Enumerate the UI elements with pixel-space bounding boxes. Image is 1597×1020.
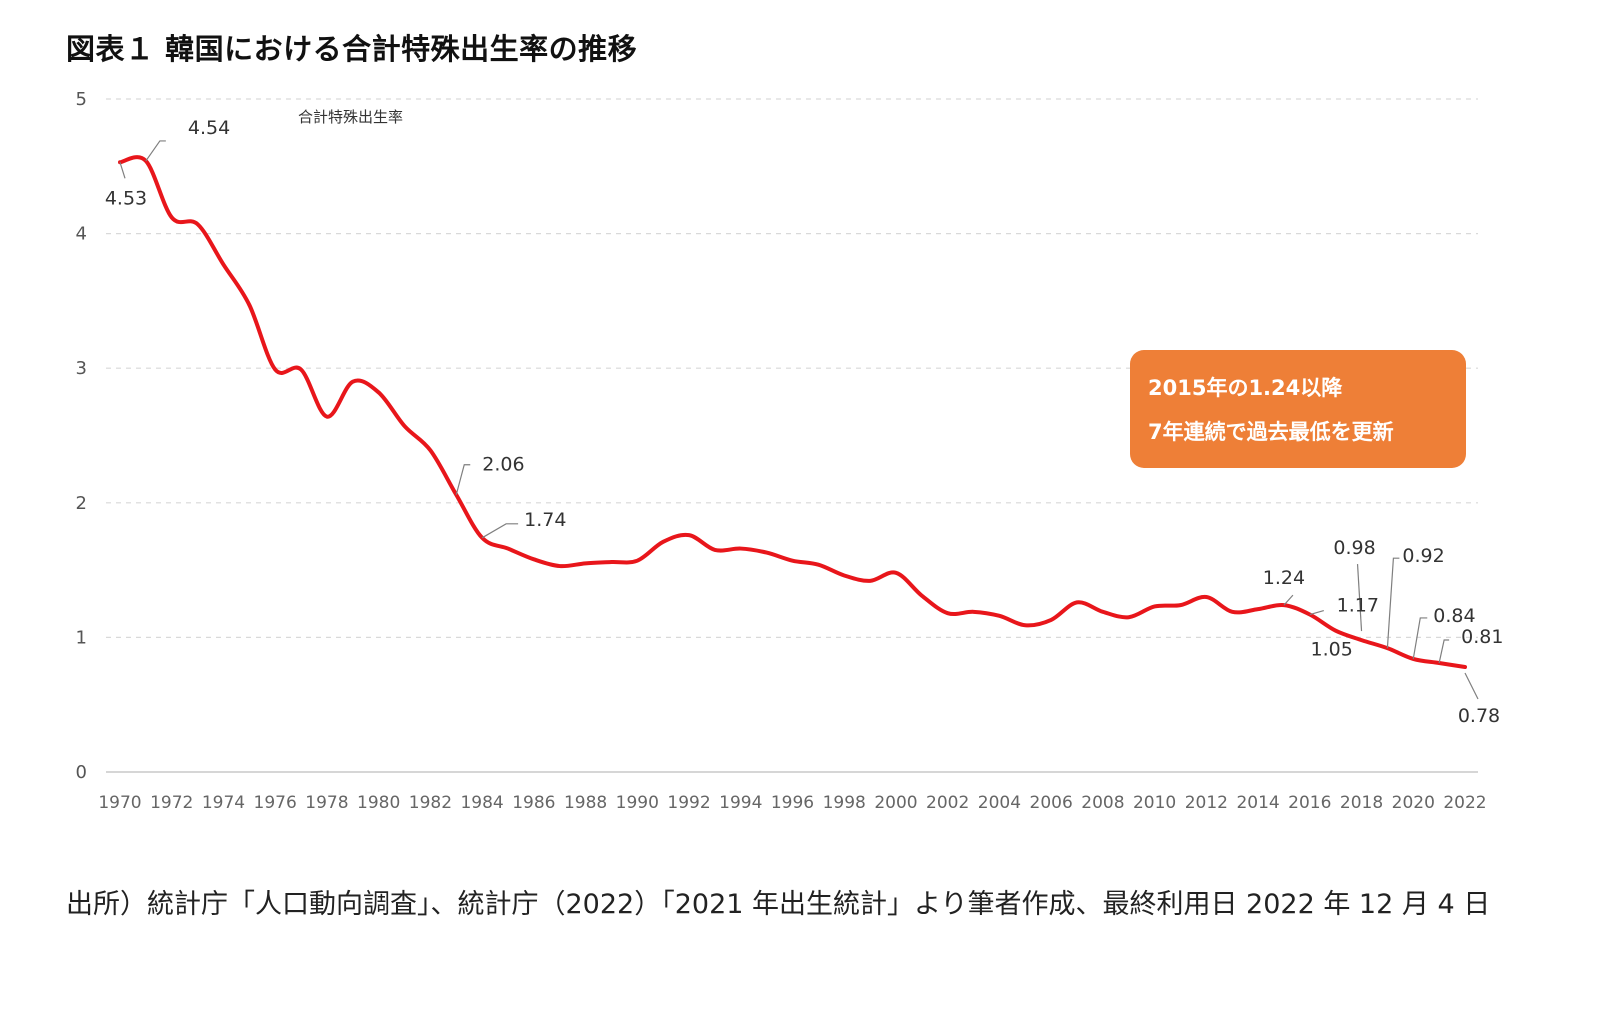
callout-line-1: 2015年の1.24以降: [1148, 376, 1343, 400]
x-tick-label: 2018: [1340, 793, 1383, 813]
x-tick-label: 1974: [202, 793, 245, 813]
x-tick-label: 2000: [874, 793, 917, 813]
x-tick-label: 1978: [305, 793, 348, 813]
x-tick-label: 2006: [1030, 793, 1073, 813]
y-tick-label: 3: [76, 358, 87, 379]
leader-line: [481, 523, 519, 539]
leader-line: [1438, 639, 1450, 664]
data-label-2018: 0.98: [1333, 537, 1375, 559]
y-tick-label: 5: [76, 89, 87, 110]
callout-box: 2015年の1.24以降 7年連続で過去最低を更新: [1130, 350, 1466, 468]
data-label-1984: 1.74: [524, 509, 566, 531]
x-tick-label: 2012: [1185, 793, 1228, 813]
data-labels: 4.53 4.54 2.06 1.74 1.24 1.17 1.05 0.98 0.92 0.84…: [105, 117, 1504, 727]
x-tick-label: 1994: [719, 793, 762, 813]
data-label-2020: 0.84: [1433, 605, 1475, 627]
x-tick-label: 1998: [823, 793, 866, 813]
x-tick-label: 2010: [1133, 793, 1176, 813]
y-tick-label: 4: [76, 224, 87, 245]
x-tick-label: 2020: [1392, 793, 1435, 813]
x-tick-label: 1984: [460, 793, 503, 813]
leader-line: [1309, 609, 1324, 616]
x-tick-label: 1988: [564, 793, 607, 813]
data-label-1970: 4.53: [105, 187, 147, 209]
data-label-1971: 4.54: [188, 117, 230, 139]
x-tick-label: 1970: [98, 793, 141, 813]
x-tick-label: 2016: [1288, 793, 1331, 813]
x-axis-ticks: 1970 1972 1974 1976 1978 1980 1982 1984 1986 1988…: [98, 793, 1486, 813]
leader-line: [1356, 564, 1363, 632]
leader-line: [1464, 672, 1479, 700]
y-tick-label: 1: [76, 627, 87, 648]
x-tick-label: 1976: [254, 793, 297, 813]
series-line: [118, 155, 1467, 670]
x-tick-label: 2014: [1236, 793, 1279, 813]
leader-line: [455, 464, 471, 495]
series-legend-label: 合計特殊出生率: [298, 108, 403, 126]
data-label-2017: 1.05: [1311, 639, 1353, 661]
x-tick-label: 1990: [616, 793, 659, 813]
x-tick-label: 1980: [357, 793, 400, 813]
x-tick-label: 1972: [150, 793, 193, 813]
x-tick-label: 2002: [926, 793, 969, 813]
x-tick-label: 2008: [1081, 793, 1124, 813]
leader-line: [1412, 617, 1428, 660]
x-tick-label: 1986: [512, 793, 555, 813]
figure-title: 図表１ 韓国における合計特殊出生率の推移: [66, 32, 638, 66]
x-tick-label: 1982: [409, 793, 452, 813]
data-label-1983: 2.06: [482, 454, 524, 476]
data-label-2015: 1.24: [1263, 567, 1305, 589]
data-label-2016: 1.17: [1337, 595, 1379, 617]
data-label-2019: 0.92: [1402, 545, 1444, 567]
x-tick-label: 1996: [771, 793, 814, 813]
x-tick-label: 2004: [978, 793, 1021, 813]
leader-line: [145, 140, 166, 162]
label-leaders: [119, 140, 1479, 700]
data-label-2022: 0.78: [1458, 705, 1500, 727]
x-tick-label: 1992: [667, 793, 710, 813]
y-tick-label: 2: [76, 493, 87, 514]
y-axis-ticks: 0 1 2 3 4 5: [76, 89, 87, 783]
leader-line: [1283, 594, 1294, 606]
source-note: 出所）統計庁「人口動向調査」、統計庁（2022）「2021 年出生統計」より筆者…: [66, 889, 1491, 920]
y-tick-label: 0: [76, 762, 87, 783]
leader-line: [119, 162, 126, 179]
callout-line-2: 7年連続で過去最低を更新: [1148, 420, 1394, 444]
x-tick-label: 2022: [1443, 793, 1486, 813]
data-label-2021: 0.81: [1461, 626, 1503, 648]
leader-line: [1386, 557, 1400, 649]
